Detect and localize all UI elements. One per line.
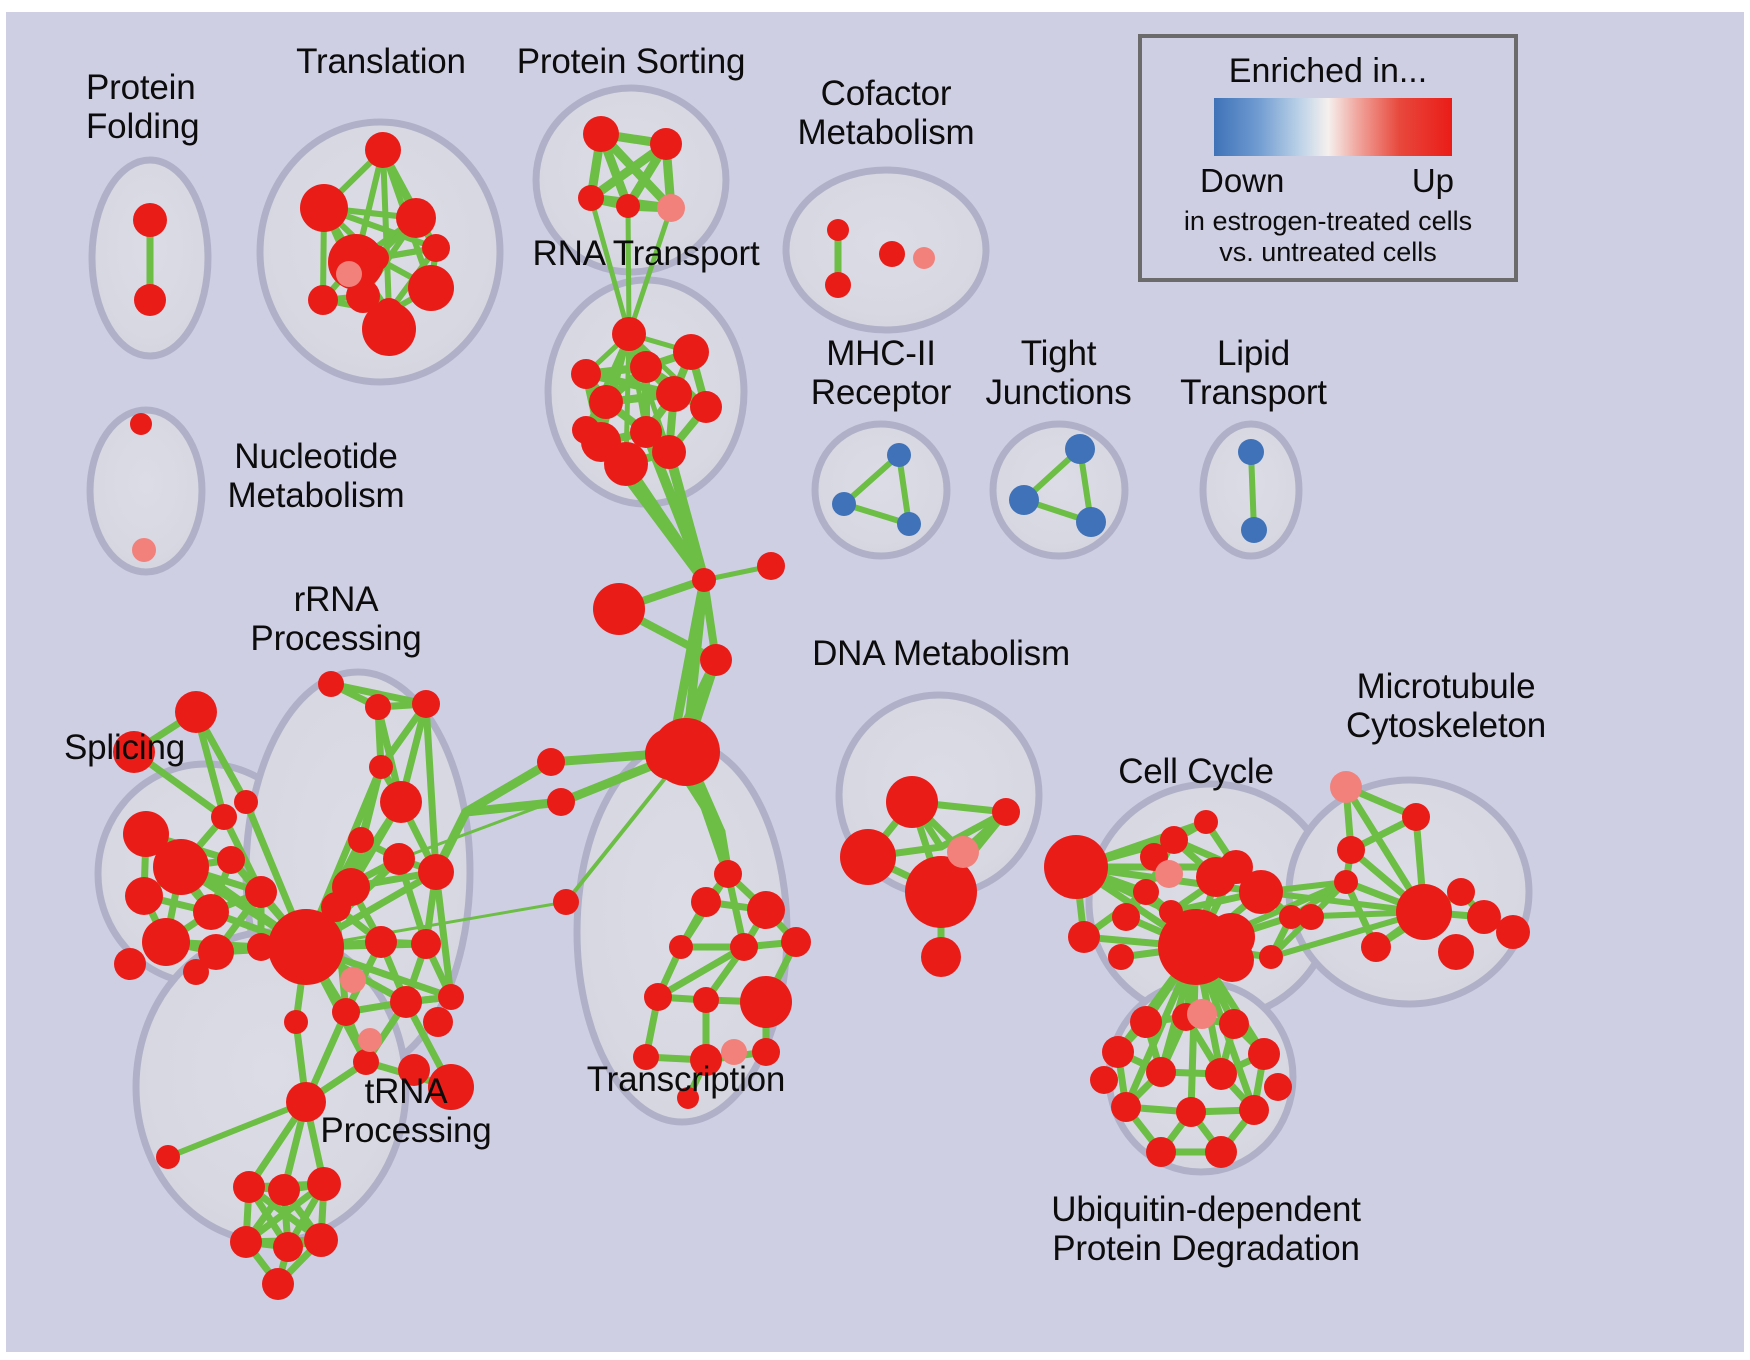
- cluster-label-tight-junctions: Tight Junctions: [985, 334, 1132, 412]
- halo-nucleotide: [86, 406, 206, 576]
- nodes-up-pale: [132, 194, 1362, 1065]
- cluster-label-ubiquitin-degradation: Ubiquitin-dependent Protein Degradation: [1051, 1190, 1361, 1268]
- nodes-up: [113, 116, 1530, 1300]
- cluster-label-cell-cycle: Cell Cycle: [1118, 752, 1274, 791]
- network-canvas: [86, 84, 1533, 1300]
- legend-up-label: Up: [1411, 162, 1454, 199]
- cluster-label-nucleotide-metabolism: Nucleotide Metabolism: [227, 437, 405, 515]
- enrichment-map-figure: Protein Folding Translation Protein Sort…: [6, 12, 1744, 1352]
- cluster-label-protein-sorting: Protein Sorting: [516, 42, 746, 81]
- cluster-label-mhc-ii-receptor: MHC-II Receptor: [810, 334, 952, 412]
- cluster-label-cofactor-metabolism: Cofactor Metabolism: [797, 74, 975, 152]
- legend-subtitle-line2: vs. untreated cells: [1219, 237, 1437, 267]
- cluster-label-rna-transport: RNA Transport: [532, 234, 760, 273]
- cluster-label-transcription: Transcription: [586, 1060, 786, 1099]
- cluster-label-rrna-processing: rRNA Processing: [250, 580, 422, 658]
- cluster-label-lipid-transport: Lipid Transport: [1180, 334, 1327, 412]
- cluster-label-microtubule-cytoskeleton: Microtubule Cytoskeleton: [1346, 667, 1546, 745]
- cluster-label-splicing: Splicing: [64, 728, 185, 767]
- legend-subtitle: in estrogen-treated cells vs. untreated …: [1142, 206, 1514, 268]
- nodes-down: [832, 434, 1267, 543]
- legend-down-label: Down: [1200, 162, 1285, 199]
- halo-mhc: [811, 420, 951, 560]
- legend-title: Enriched in...: [1228, 52, 1428, 90]
- legend-panel: Enriched in... Down Up in estrogen-treat…: [1138, 34, 1518, 282]
- cluster-label-trna-processing: tRNA Processing: [320, 1072, 492, 1150]
- legend-color-gradient: [1214, 98, 1452, 156]
- cluster-label-translation: Translation: [296, 42, 466, 81]
- halo-tight-junctions: [989, 420, 1129, 560]
- network-nodes: [113, 116, 1530, 1300]
- cluster-label-dna-metabolism: DNA Metabolism: [812, 634, 1070, 673]
- cluster-label-protein-folding: Protein Folding: [86, 68, 200, 146]
- legend-subtitle-line1: in estrogen-treated cells: [1183, 206, 1473, 236]
